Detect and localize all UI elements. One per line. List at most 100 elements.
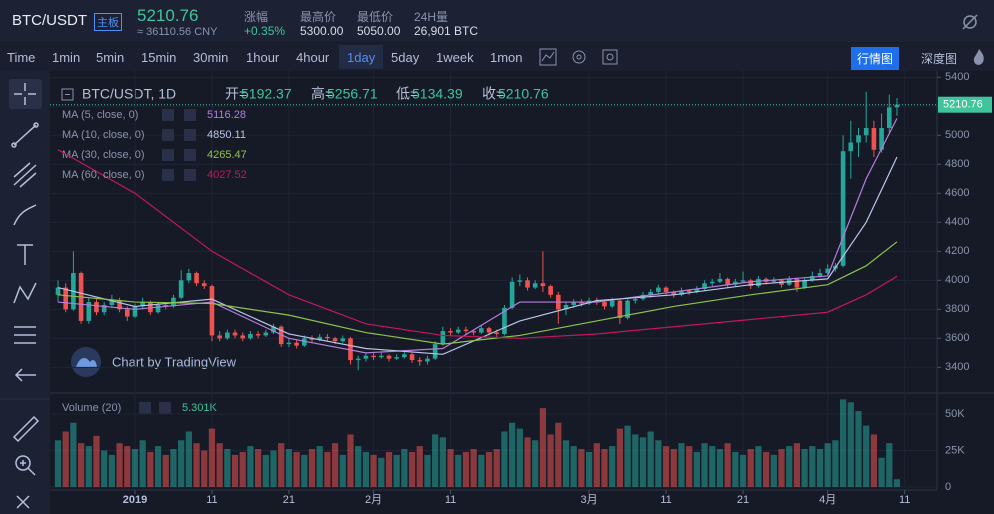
x-tick-label: 2月 [365,494,382,506]
candle-body [648,291,653,295]
ma-legend-name: MA (5, close, 0) [62,109,138,121]
x-tick-label: 21 [737,494,749,506]
interval[interactable]: 15min [141,50,177,65]
interval[interactable]: 1min [52,50,81,65]
view-tab[interactable]: 行情图 [851,47,900,70]
ma-close [184,149,196,161]
volume-bar [224,449,231,487]
candle-body [879,128,884,150]
interval[interactable]: 1week [436,50,474,65]
candle-body [163,304,169,307]
volume-title: Volume (20) [62,402,121,414]
volume-bar [178,440,185,487]
candle-body [694,289,700,292]
candle-body [271,326,276,333]
candle-body [263,332,269,336]
ohlc-value: 5256.71 [327,86,378,102]
candle-body [886,107,892,129]
volume-bar [455,454,462,487]
ma-line [57,241,898,345]
candle-body [479,328,484,333]
volume-bar [693,451,700,487]
volume-bar [247,446,254,487]
interval[interactable]: 4hour [296,50,330,65]
candle-body [201,283,207,287]
ma-close [184,109,196,121]
candle-body [248,333,253,339]
candle-body [240,335,246,339]
volume-bar [478,454,485,487]
volume-bar [378,457,385,487]
volume-tick-label: 50K [945,408,965,420]
candle-body [548,286,553,295]
candle-body [186,273,192,281]
volume-bar [101,450,108,487]
volume-bar [516,428,523,487]
ma-settings [162,149,174,161]
volume-settings[interactable] [139,402,151,414]
candle-body [771,280,777,282]
volume-bar [816,449,824,487]
ma-line [57,149,898,339]
ma-legend-value: 4265.47 [207,149,247,161]
candle-body [463,329,469,332]
volume-bar [201,450,208,487]
y-tick-label: 4400 [945,216,969,228]
interval[interactable]: 1day [347,50,376,65]
x-tick-label: 11 [660,494,671,506]
interval[interactable]: 1mon [490,50,523,65]
volume-bar [316,446,323,487]
candle-body [417,360,423,362]
volume-bar [408,451,416,487]
volume-bar [362,451,369,487]
candle-body [109,300,115,305]
candle-body [709,281,715,284]
volume-bar [509,422,516,487]
volume-bar [154,446,162,487]
volume-bar [686,446,693,487]
volume-value: 5.301K [182,402,218,414]
volume-bar [331,443,339,487]
interval[interactable]: Time [7,50,36,65]
candle-body [540,283,546,287]
volume-bar [293,451,300,487]
y-tick-label: 5400 [945,71,969,83]
ma-legend-value: 5116.28 [207,109,246,121]
candle-body [609,300,615,307]
volume-bar [108,454,115,487]
candle-body [702,283,707,290]
ma-close [184,129,196,141]
interval[interactable]: 5min [96,50,125,65]
volume-bar [632,434,639,487]
tool-icons[interactable] [537,47,627,67]
ma-legend-value: 4850.11 [207,129,246,141]
candle-body [101,304,107,313]
collapse-box[interactable] [61,88,74,101]
candle-body [502,307,507,334]
volume-bar [524,437,531,487]
settings-icon[interactable] [960,12,980,32]
ma-legend-name: MA (30, close, 0) [62,149,145,161]
volume-bar [339,454,346,487]
view-tab[interactable]: 深度图 [921,52,958,66]
volume-bar [562,440,570,487]
interval[interactable]: 30min [193,50,229,65]
volume-bar [347,434,354,487]
candle-body [517,280,523,282]
interval[interactable]: 5day [391,50,420,65]
y-tick-label: 3600 [945,332,969,344]
volume-bar [716,449,724,487]
candle-body [325,336,330,339]
stat-label: 涨幅 [244,10,269,24]
interval[interactable]: 1hour [246,50,280,65]
candle-body [440,331,446,345]
volume-close[interactable] [159,402,171,414]
cny-price: ≈ 36110.56 CNY [137,26,218,38]
candle-body [825,268,831,274]
volume-bar [278,443,285,487]
stat-label: 24H量 [414,10,449,24]
volume-bar [570,446,577,487]
ma-line [57,118,898,354]
candle-body [794,278,800,288]
